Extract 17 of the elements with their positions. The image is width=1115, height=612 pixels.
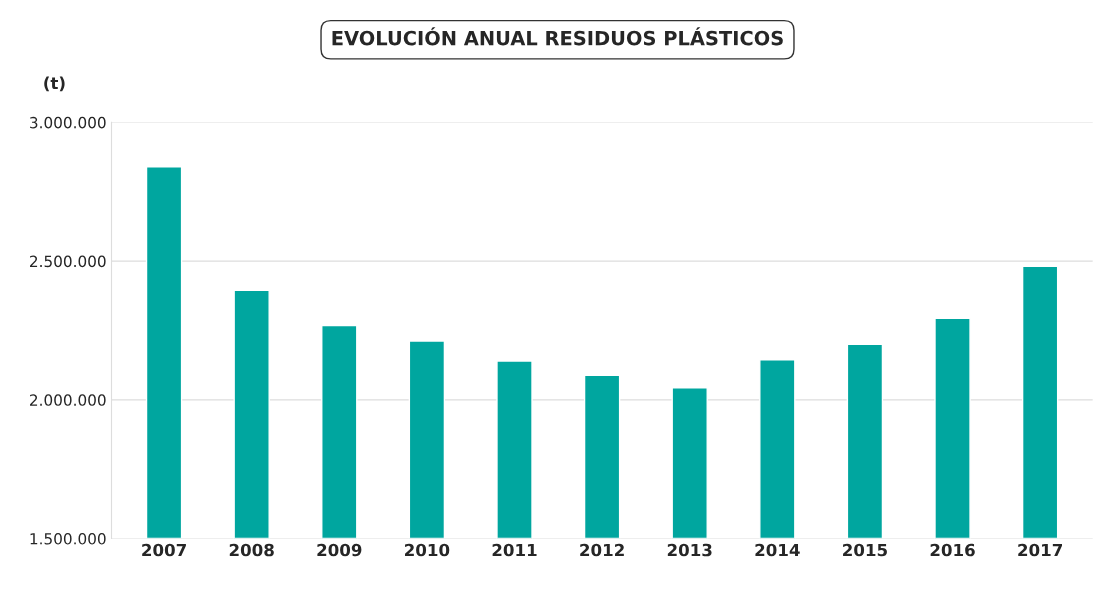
x-tick-label: 2017 <box>1018 543 1062 557</box>
y-tick-label: 2.500.000 <box>30 255 106 268</box>
x-tick-label: 2008 <box>229 543 274 557</box>
x-tick-label: 2007 <box>142 543 186 557</box>
y-tick-label: 3.000.000 <box>30 116 106 129</box>
y-tick-label: 2.000.000 <box>30 394 106 406</box>
x-tick-label: 2013 <box>667 543 712 557</box>
y-axis-title: (t) <box>44 76 65 92</box>
chart-title: EVOLUCIÓN ANUAL RESIDUOS PLÁSTICOS <box>332 27 783 46</box>
y-tick-label: 1.500.000 <box>30 533 106 545</box>
x-tick-label: 2011 <box>492 543 537 557</box>
x-tick-label: 2014 <box>755 543 800 557</box>
x-tick-label: 2009 <box>317 543 362 557</box>
x-tick-label: 2015 <box>843 543 887 557</box>
x-tick-label: 2012 <box>580 543 624 557</box>
x-tick-label: 2010 <box>405 543 450 557</box>
x-tick-label: 2016 <box>930 543 975 557</box>
